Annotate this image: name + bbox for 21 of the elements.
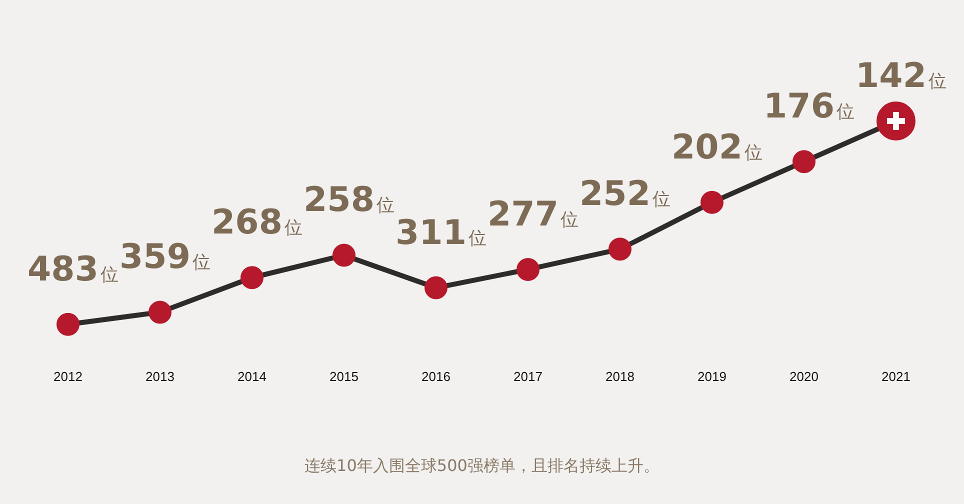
text: 258位 xyxy=(304,180,394,220)
x-tick-label: 2013 xyxy=(146,368,174,384)
text: 142位 xyxy=(856,56,946,96)
x-tick-label: 2017 xyxy=(514,368,542,384)
x-tick-label: 2015 xyxy=(330,368,358,384)
text: 359位 xyxy=(120,237,210,278)
x-tick-label: 2021 xyxy=(882,368,910,384)
text: 连续10年入围全球500强榜单，且排名持续上升。 xyxy=(304,456,660,477)
text: 277位 xyxy=(488,194,578,234)
text: 202位 xyxy=(672,127,762,168)
text: 311位 xyxy=(396,212,486,253)
x-tick-label: 2018 xyxy=(606,368,634,384)
x-tick-label: 2012 xyxy=(54,368,82,384)
text: 252位 xyxy=(580,174,670,214)
text: 483位 xyxy=(28,249,118,290)
text: 268位 xyxy=(212,202,302,243)
text: 176位 xyxy=(764,86,854,127)
x-tick-label: 2019 xyxy=(698,368,726,384)
x-tick-label: 2016 xyxy=(422,368,450,384)
x-tick-label: 2014 xyxy=(238,368,266,384)
x-tick-label: 2020 xyxy=(790,368,818,384)
